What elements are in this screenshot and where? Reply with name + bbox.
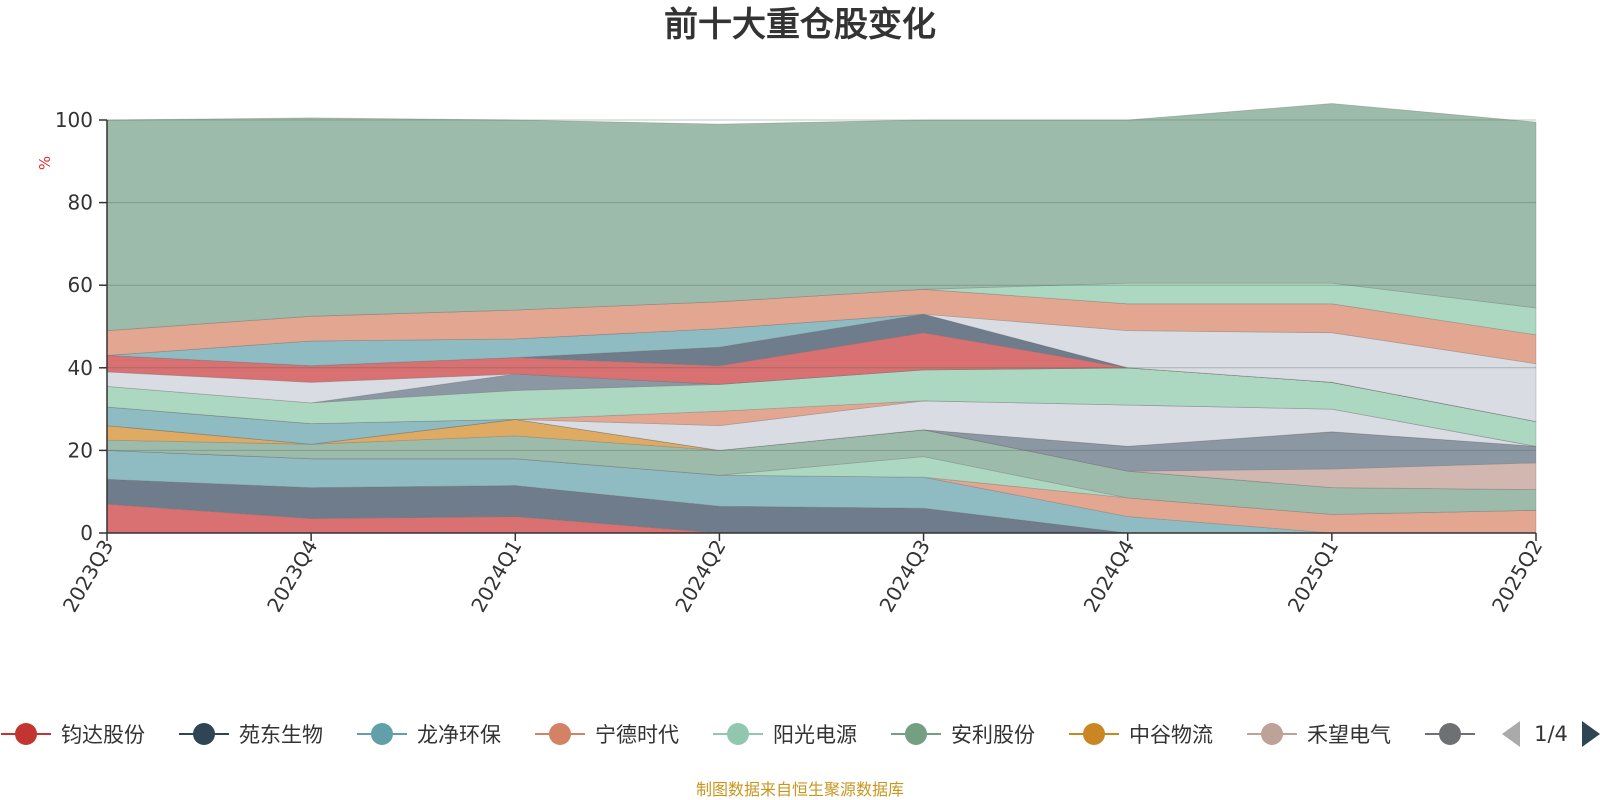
legend-marker-icon <box>549 723 571 745</box>
x-tick-label: 2024Q1 <box>466 536 526 617</box>
x-tick-label: 2023Q3 <box>58 536 118 617</box>
legend-item[interactable]: 苑东生物 <box>179 723 323 747</box>
legend-label: 禾望电气 <box>1307 723 1391 747</box>
legend-label: 钧达股份 <box>61 723 145 747</box>
legend-marker-icon <box>727 723 749 745</box>
x-tick-label: 2025Q2 <box>1487 536 1547 617</box>
y-tick-label: 20 <box>68 438 93 462</box>
x-tick-label: 2024Q3 <box>874 536 934 617</box>
area-series-15 <box>106 332 1537 422</box>
chart-title: 前十大重仓股变化 <box>664 5 936 45</box>
legend-prev-icon[interactable] <box>1502 721 1520 747</box>
area-series-14 <box>106 367 1537 422</box>
x-tick-label: 2024Q2 <box>670 536 730 617</box>
legend-item[interactable]: 宁德时代 <box>535 723 679 747</box>
legend-marker-icon <box>371 723 393 745</box>
legend-label: 阳光电源 <box>773 723 857 747</box>
y-tick-label: 0 <box>80 521 93 545</box>
legend-marker-icon <box>1261 723 1283 745</box>
legend-label: 苑东生物 <box>239 723 323 747</box>
area-series-7 <box>106 418 1537 491</box>
y-tick-label: 100 <box>55 108 93 132</box>
legend-marker-icon <box>1439 723 1461 745</box>
area-series-9 <box>106 406 1537 451</box>
legend-item[interactable]: 禾望电气 <box>1247 723 1391 747</box>
y-tick-labels: 0 20 40 60 80 100 <box>55 108 93 545</box>
legend-label: 龙净环保 <box>417 723 501 747</box>
series-areas <box>106 103 1537 534</box>
legend-label: 安利股份 <box>951 723 1035 747</box>
legend-next-icon[interactable] <box>1582 721 1600 747</box>
x-tick-labels: 2023Q3 2023Q4 2024Q1 2024Q2 2024Q3 2024Q4 2025… <box>58 536 1547 617</box>
area-series-5 <box>106 429 1537 515</box>
legend: 钧达股份 苑东生物 龙净环保 宁德时代 阳光电源 安利股份 中谷物流 禾望电气 <box>1 723 1475 747</box>
gridlines <box>107 119 1536 451</box>
legend-marker-icon <box>15 723 37 745</box>
area-series-6 <box>106 418 1537 490</box>
legend-item[interactable]: 钧达股份 <box>1 723 145 747</box>
legend-marker-icon <box>1083 723 1105 745</box>
legend-marker-icon <box>905 723 927 745</box>
area-series-21 <box>106 103 1537 332</box>
y-axis-unit: % <box>36 156 54 170</box>
legend-label: 宁德时代 <box>595 723 679 747</box>
legend-label: 中谷物流 <box>1129 723 1213 747</box>
legend-item[interactable]: 龙净环保 <box>357 723 501 747</box>
legend-item[interactable] <box>1425 723 1475 745</box>
axes <box>99 119 1537 541</box>
y-tick-label: 40 <box>68 356 93 380</box>
x-tick-label: 2023Q4 <box>262 536 322 617</box>
legend-item[interactable]: 安利股份 <box>891 723 1035 747</box>
y-tick-label: 60 <box>68 273 93 297</box>
legend-page-indicator: 1/4 <box>1534 722 1568 746</box>
area-series-12 <box>106 367 1537 447</box>
legend-item[interactable]: 阳光电源 <box>713 723 857 747</box>
area-series-3 <box>106 450 1537 534</box>
legend-pager: 1/4 <box>1502 721 1600 747</box>
x-tick-label: 2025Q1 <box>1283 536 1343 617</box>
legend-item[interactable]: 中谷物流 <box>1069 723 1213 747</box>
y-tick-label: 80 <box>68 191 93 215</box>
x-tick-label: 2024Q4 <box>1079 536 1139 617</box>
legend-marker-icon <box>193 723 215 745</box>
source-note: 制图数据来自恒生聚源数据库 <box>696 780 904 799</box>
area-series-8 <box>106 418 1537 472</box>
